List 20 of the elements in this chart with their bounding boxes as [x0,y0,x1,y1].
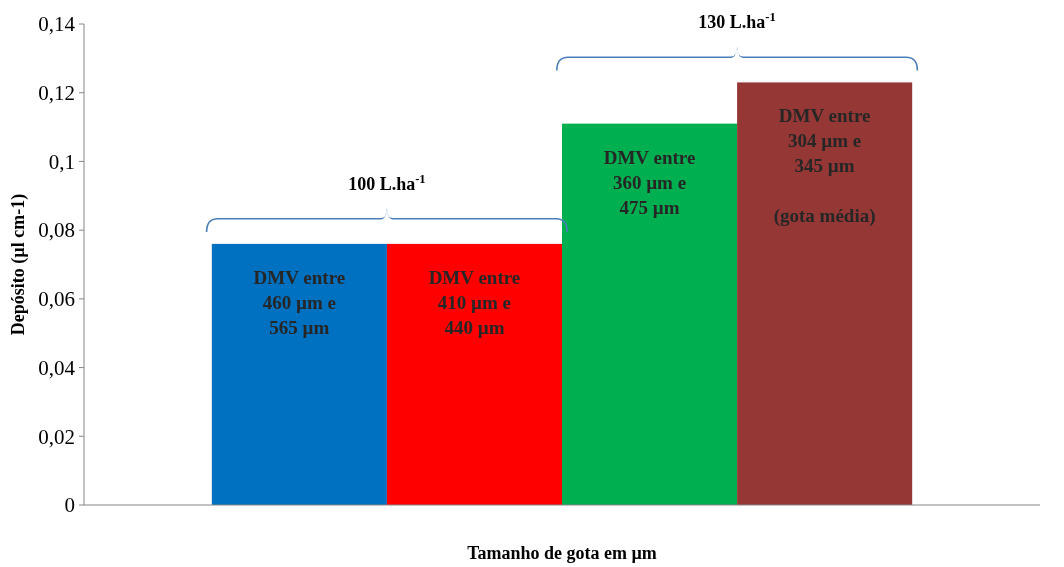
y-tick-label: 0,08 [38,218,75,243]
y-tick-label: 0,06 [38,287,75,312]
annotation: DMV entre 460 µm e 565 µm [253,266,346,338]
bar [737,82,913,505]
bar [386,243,562,505]
y-tick-label: 0,04 [38,355,76,380]
annotation: 100 L.ha$^{-1}$ [348,171,426,194]
annotation: 130 L.ha$^{-1}$ [698,10,776,33]
y-tick-label: 0 [64,493,75,518]
y-tick-label: 0,14 [38,12,76,37]
text: DMV entre 304 µm e 345 µm (gota média) [773,105,876,227]
y-axis-title: Depósito (µl cm-1) [8,193,29,336]
y-tick-label: 0,1 [48,149,75,174]
y-tick-label: 0,12 [38,81,75,106]
bar [211,243,387,505]
x-axis-title: Tamanho de gota em µm [467,543,657,563]
annotation: DMV entre 360 µm e 475 µm [603,146,696,218]
annotation: DMV entre 410 µm e 440 µm [428,266,521,338]
y-tick-label: 0,02 [38,424,75,449]
bar [562,123,738,505]
